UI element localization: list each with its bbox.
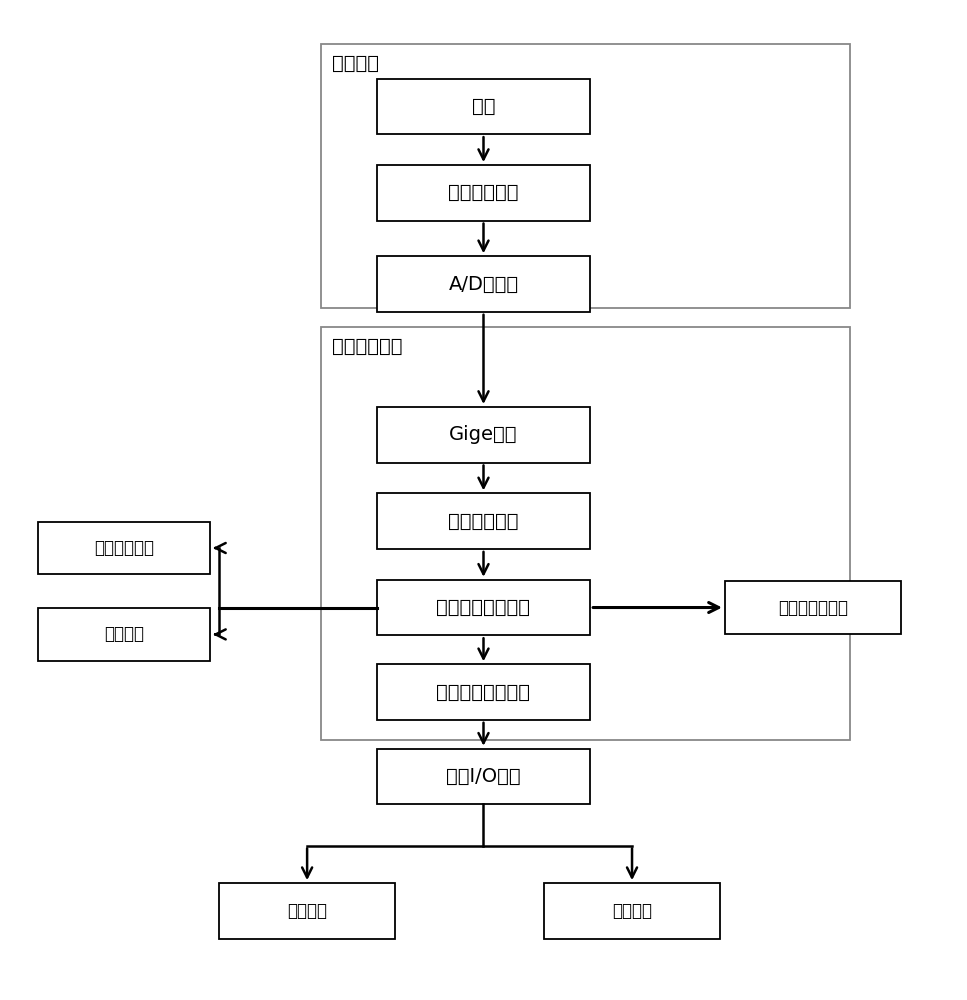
Bar xyxy=(39,608,210,661)
Bar xyxy=(377,256,590,312)
Text: 报警装置: 报警装置 xyxy=(287,902,327,920)
Bar xyxy=(377,407,590,463)
Bar xyxy=(377,749,590,804)
Bar xyxy=(219,883,396,939)
Text: 镜头: 镜头 xyxy=(472,97,495,116)
Text: 基带装置: 基带装置 xyxy=(104,625,144,643)
Bar xyxy=(725,581,901,634)
Text: 数字I/O接口: 数字I/O接口 xyxy=(446,767,521,786)
Text: Gige接口: Gige接口 xyxy=(450,425,517,444)
Text: 数字信号输出模块: 数字信号输出模块 xyxy=(436,682,531,702)
Bar xyxy=(377,664,590,720)
Bar xyxy=(543,883,720,939)
Bar xyxy=(377,165,590,221)
Text: 智能检测装置: 智能检测装置 xyxy=(333,337,402,356)
Text: 显示装置: 显示装置 xyxy=(612,902,652,920)
Text: 摄像装置: 摄像装置 xyxy=(333,54,379,73)
Text: 光电转换模块: 光电转换模块 xyxy=(449,183,518,202)
Text: 光源控制光装置: 光源控制光装置 xyxy=(778,599,848,617)
Bar xyxy=(39,522,210,574)
Bar xyxy=(321,44,850,308)
Bar xyxy=(377,493,590,549)
Text: A/D转换器: A/D转换器 xyxy=(449,274,518,294)
Text: 数字图像处理芯片: 数字图像处理芯片 xyxy=(436,598,531,617)
Text: 形变辅助装置: 形变辅助装置 xyxy=(94,539,155,557)
Bar xyxy=(321,327,850,740)
Text: 图像采集模块: 图像采集模块 xyxy=(449,512,518,531)
Bar xyxy=(377,580,590,635)
Bar xyxy=(377,79,590,134)
